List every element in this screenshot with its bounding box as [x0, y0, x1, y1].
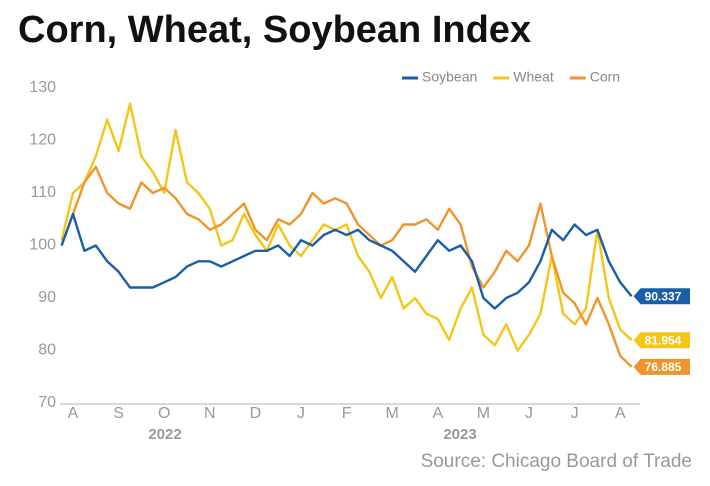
y-tick-label: 110	[30, 184, 56, 201]
x-tick-label: J	[297, 405, 305, 422]
x-tick-label: O	[158, 405, 170, 422]
x-tick-label: S	[113, 405, 124, 422]
y-tick-label: 90	[38, 289, 56, 306]
end-label-text: 81.954	[645, 333, 682, 347]
x-tick-label: J	[525, 405, 533, 422]
end-label-text: 90.337	[645, 289, 682, 303]
x-tick-label: A	[68, 405, 79, 422]
legend-item: Wheat	[493, 69, 554, 85]
x-tick-label: D	[250, 405, 262, 422]
y-tick-label: 70	[38, 394, 56, 411]
y-tick-label: 130	[29, 79, 56, 96]
series-line	[60, 165, 633, 368]
x-tick-label: A	[615, 405, 626, 422]
legend-label: Corn	[590, 69, 620, 85]
x-tick-label: F	[342, 405, 352, 422]
series-line	[60, 102, 633, 352]
end-label: 76.885	[633, 358, 690, 375]
y-tick-label: 100	[29, 237, 56, 254]
chart-title: Corn, Wheat, Soybean Index	[18, 9, 531, 51]
x-tick-label: A	[432, 405, 443, 422]
y-tick-label: 120	[29, 132, 56, 149]
year-label: 2023	[443, 426, 476, 443]
end-label: 81.954	[633, 332, 690, 349]
x-tick-label: N	[204, 405, 216, 422]
end-label-text: 76.885	[645, 360, 682, 374]
legend-item: Corn	[569, 69, 620, 85]
x-tick-label: J	[571, 405, 579, 422]
y-tick-label: 80	[38, 342, 56, 359]
legend-item: Soybean	[402, 69, 477, 85]
x-tick-label: M	[386, 405, 399, 422]
year-label: 2022	[148, 426, 181, 443]
end-label-box	[633, 332, 690, 349]
series-line	[60, 212, 633, 310]
end-label: 90.337	[633, 288, 690, 305]
legend-label: Wheat	[513, 69, 554, 85]
end-label-box	[633, 288, 690, 305]
end-label-box	[633, 358, 690, 375]
x-tick-label: M	[477, 405, 490, 422]
legend-label: Soybean	[422, 69, 477, 85]
source: Source: Chicago Board of Trade	[421, 451, 692, 472]
